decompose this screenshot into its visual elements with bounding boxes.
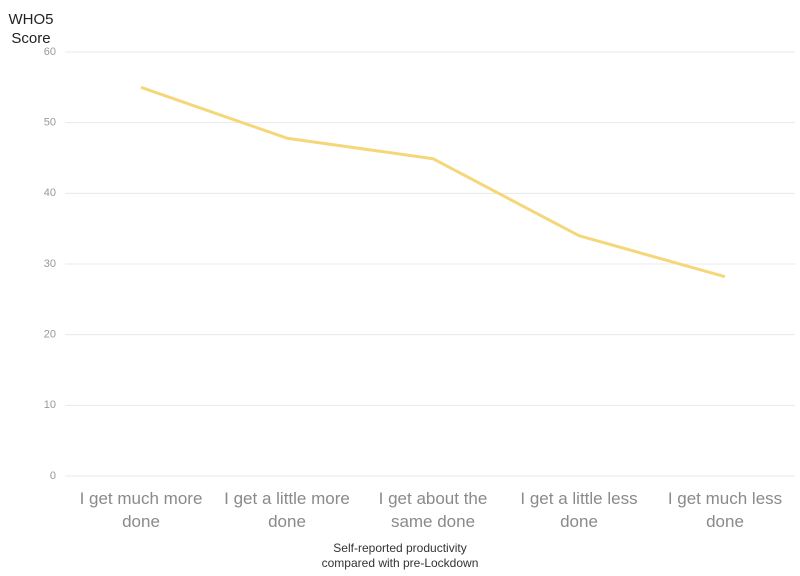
y-tick-label: 0 [50, 470, 56, 482]
x-axis-title: Self-reported productivity compared with… [321, 541, 479, 570]
x-tick-label: I get much less done [667, 489, 783, 531]
y-tick-label: 10 [44, 399, 56, 411]
x-tick-label: I get a little less done [520, 489, 638, 531]
y-tick-label: 30 [44, 258, 56, 270]
y-tick-label: 50 [44, 117, 56, 129]
y-tick-label: 40 [44, 187, 56, 199]
y-tick-label: 20 [44, 329, 56, 341]
x-tick-label: I get about the same done [378, 489, 488, 531]
data-line [140, 85, 726, 279]
x-tick-label: I get much more done [79, 489, 203, 531]
x-tick-label: I get a little more done [224, 489, 350, 531]
y-tick-label: 60 [44, 46, 56, 58]
y-axis-title: WHO5 Score [8, 11, 54, 47]
